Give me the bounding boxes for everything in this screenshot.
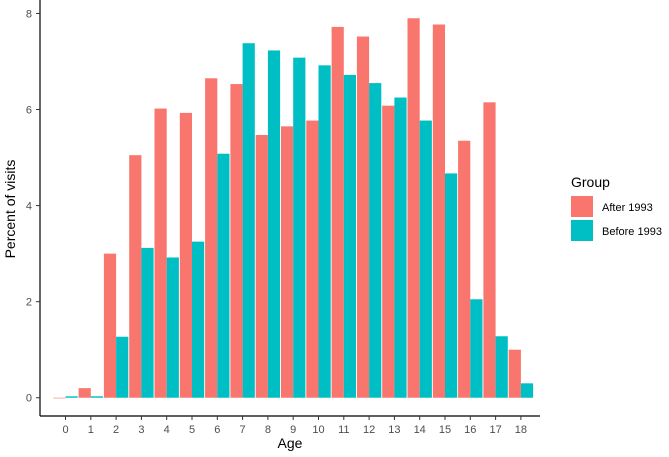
bar-before-1993-age-0 <box>65 396 78 398</box>
x-tick-label: 9 <box>290 424 296 436</box>
bar-after-1993-age-0 <box>53 397 66 399</box>
x-tick-label: 12 <box>363 424 375 436</box>
bar-before-1993-age-9 <box>293 57 306 398</box>
x-tick-label: 8 <box>265 424 271 436</box>
bar-before-1993-age-7 <box>242 43 255 398</box>
bar-before-1993-age-1 <box>90 396 103 398</box>
bar-before-1993-age-13 <box>394 97 407 398</box>
x-tick-label: 17 <box>489 424 501 436</box>
y-tick-label: 4 <box>26 201 32 213</box>
bar-after-1993-age-16 <box>458 140 471 398</box>
bar-after-1993-age-2 <box>103 253 117 398</box>
bar-after-1993-age-18 <box>508 349 521 398</box>
x-tick-label: 3 <box>138 424 144 436</box>
legend-label-after-1993: After 1993 <box>602 202 653 214</box>
bar-before-1993-age-6 <box>217 153 230 398</box>
y-tick-label: 8 <box>26 8 32 20</box>
axes-layer <box>39 0 540 417</box>
x-tick-label: 13 <box>388 424 400 436</box>
bar-after-1993-age-17 <box>483 102 496 398</box>
x-tick-label: 18 <box>515 424 527 436</box>
y-tick-label: 2 <box>26 297 32 309</box>
x-tick-label: 4 <box>164 424 170 436</box>
x-tick-label: 2 <box>113 424 119 436</box>
bar-after-1993-age-15 <box>432 24 445 398</box>
y-ticks: 0 2 4 6 8 <box>26 8 40 405</box>
bar-after-1993-age-3 <box>129 155 142 398</box>
bar-before-1993-age-3 <box>141 247 154 398</box>
x-tick-label: 16 <box>464 424 476 436</box>
legend: Group After 1993 Before 1993 <box>571 174 662 241</box>
x-tick-label: 1 <box>88 424 94 436</box>
y-tick-label: 6 <box>26 105 32 117</box>
legend-label-before-1993: Before 1993 <box>602 226 662 238</box>
x-tick-label: 11 <box>338 424 349 436</box>
bar-after-1993-age-9 <box>281 126 294 398</box>
x-axis-title: Age <box>278 435 303 451</box>
bar-before-1993-age-10 <box>318 65 331 398</box>
bar-before-1993-age-2 <box>116 336 129 398</box>
bar-before-1993-age-5 <box>192 241 205 398</box>
bar-before-1993-age-8 <box>267 50 281 398</box>
x-tick-label: 15 <box>439 424 451 436</box>
bar-after-1993-age-13 <box>382 105 395 398</box>
bar-after-1993-age-5 <box>179 112 192 398</box>
x-tick-label: 10 <box>312 424 324 436</box>
x-tick-label: 5 <box>189 424 195 436</box>
bar-before-1993-age-16 <box>470 299 483 398</box>
bar-after-1993-age-1 <box>78 388 91 398</box>
y-tick-label: 0 <box>26 393 32 405</box>
bar-before-1993-age-14 <box>419 120 432 398</box>
x-tick-label: 14 <box>414 424 426 436</box>
bar-before-1993-age-4 <box>166 257 179 398</box>
bars-layer <box>53 18 534 399</box>
bar-after-1993-age-10 <box>306 120 319 398</box>
legend-swatch-after-1993 <box>571 196 593 217</box>
bar-after-1993-age-4 <box>154 108 167 398</box>
x-ticks: 0 1 2 3 4 5 6 7 8 9 10 11 12 13 14 15 16 17 18 <box>62 416 527 436</box>
bar-before-1993-age-18 <box>520 383 534 398</box>
legend-swatch-before-1993 <box>571 220 593 241</box>
x-tick-label: 6 <box>214 424 220 436</box>
bar-after-1993-age-8 <box>255 134 268 398</box>
bar-before-1993-age-11 <box>343 74 356 398</box>
bar-before-1993-age-12 <box>369 83 382 398</box>
y-axis-title: Percent of visits <box>2 160 18 259</box>
legend-title: Group <box>571 174 610 190</box>
bar-after-1993-age-7 <box>230 84 243 398</box>
bar-after-1993-age-6 <box>205 78 218 398</box>
x-tick-label: 7 <box>240 424 246 436</box>
bar-after-1993-age-14 <box>407 18 420 398</box>
bar-before-1993-age-17 <box>495 336 508 398</box>
bar-after-1993-age-12 <box>356 36 370 398</box>
bar-before-1993-age-15 <box>445 173 458 398</box>
x-tick-label: 0 <box>62 424 68 436</box>
bar-after-1993-age-11 <box>331 26 344 398</box>
